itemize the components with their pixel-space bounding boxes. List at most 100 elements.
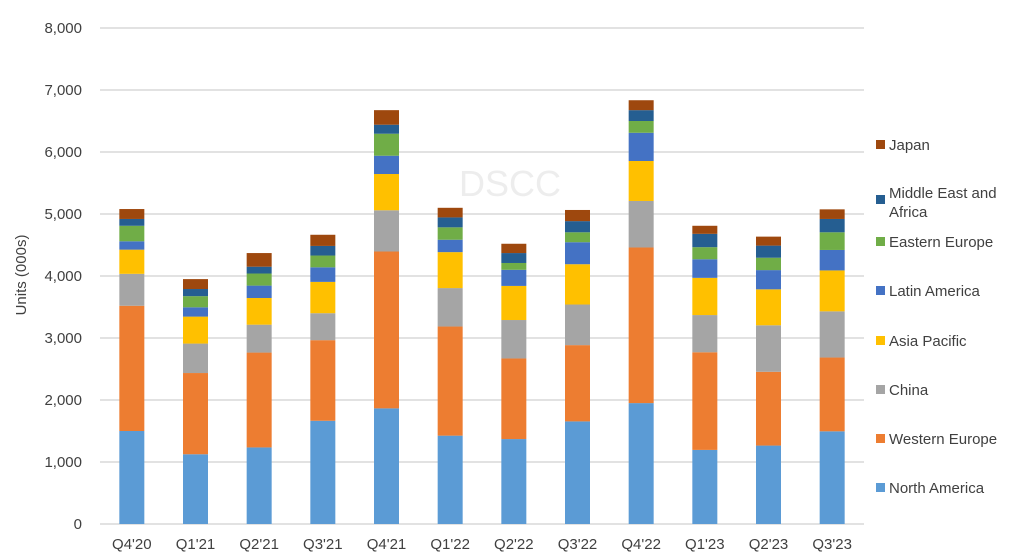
bar-segment-western-europe — [374, 251, 399, 409]
legend-swatch — [876, 483, 885, 492]
bar-segment-latin-america — [501, 269, 527, 286]
y-tick-label: 0 — [74, 516, 82, 533]
legend-swatch — [876, 237, 885, 246]
bar-segment-middle-east-and-africa — [119, 218, 145, 226]
bar-segment-north-america — [246, 447, 272, 524]
bar-segment-north-america — [628, 403, 654, 524]
x-tick-label: Q3'22 — [558, 536, 598, 553]
bar-segment-asia-pacific — [183, 316, 208, 344]
bar-segment-asia-pacific — [819, 270, 845, 312]
bar-segment-asia-pacific — [501, 285, 527, 321]
bar-segment-eastern-europe — [628, 121, 654, 133]
bar-segment-eastern-europe — [183, 296, 208, 308]
x-tick-label: Q2'21 — [239, 536, 279, 553]
bar-segment-western-europe — [310, 340, 336, 421]
legend-label: China — [889, 382, 929, 399]
bar-segment-western-europe — [819, 357, 845, 432]
bar-segment-western-europe — [756, 371, 781, 446]
bar-segment-latin-america — [628, 132, 654, 161]
legend-label: Asia Pacific — [889, 333, 967, 350]
bar-segment-latin-america — [183, 307, 208, 317]
bar-segment-china — [692, 315, 718, 353]
bar-segment-japan — [819, 209, 845, 219]
legend-item: Latin America — [876, 283, 981, 300]
bar-segment-eastern-europe — [310, 255, 336, 268]
bar-segment-eastern-europe — [565, 232, 590, 243]
x-tick-label: Q1'22 — [430, 536, 470, 553]
bar-segment-asia-pacific — [628, 160, 654, 201]
legend-swatch — [876, 434, 885, 443]
bar-segment-latin-america — [565, 242, 590, 265]
bar-segment-eastern-europe — [501, 262, 527, 270]
bar-stack — [819, 209, 845, 524]
bar-segment-japan — [501, 243, 527, 254]
bar-segment-eastern-europe — [692, 247, 718, 260]
legend-item: North America — [876, 480, 985, 497]
bar-stack — [756, 236, 781, 524]
bar-segment-asia-pacific — [246, 298, 272, 325]
legend-swatch — [876, 336, 885, 345]
y-tick-label: 3,000 — [44, 330, 82, 347]
legend-label: Western Europe — [889, 431, 997, 448]
bar-segment-china — [183, 343, 208, 374]
bar-stack — [692, 225, 718, 524]
bar-segment-north-america — [819, 431, 845, 524]
bar-segment-japan — [692, 225, 718, 234]
bar-segment-latin-america — [119, 241, 145, 250]
x-tick-label: Q4'20 — [112, 536, 152, 553]
legend-item: Eastern Europe — [876, 234, 993, 251]
bar-segment-china — [119, 273, 145, 306]
legend-item: Asia Pacific — [876, 333, 967, 350]
bar-segment-western-europe — [119, 305, 145, 431]
bar-segment-eastern-europe — [756, 257, 781, 271]
bar-segment-north-america — [437, 435, 463, 524]
bar-stack — [310, 234, 336, 524]
bar-segment-china — [437, 288, 463, 327]
x-axis-ticks: Q4'20 Q1'21 Q2'21 Q3'21 Q4'21 Q1'22 Q2'22 Q3'22… — [112, 536, 852, 553]
watermark: DSCC — [459, 163, 561, 204]
bar-segment-eastern-europe — [437, 227, 463, 240]
bar-segment-japan — [246, 253, 272, 267]
bar-segment-eastern-europe — [119, 225, 145, 242]
bar-segment-asia-pacific — [756, 289, 781, 326]
y-axis-ticks: 0 1,000 2,000 3,000 4,000 5,000 6,000 7,000 8,00… — [44, 20, 82, 533]
bar-segment-middle-east-and-africa — [628, 110, 654, 121]
bar-stack — [437, 207, 463, 524]
y-tick-label: 5,000 — [44, 206, 82, 223]
bar-segment-asia-pacific — [374, 174, 399, 211]
bar-segment-japan — [628, 100, 654, 111]
bar-stack — [501, 243, 527, 524]
legend-label: Middle East and Africa — [889, 185, 997, 221]
bar-segment-north-america — [756, 445, 781, 524]
bar-stack — [246, 253, 272, 524]
x-tick-label: Q2'22 — [494, 536, 534, 553]
bar-segment-china — [310, 313, 336, 341]
legend-swatch — [876, 195, 885, 204]
bars — [119, 100, 845, 524]
y-tick-label: 1,000 — [44, 454, 82, 471]
x-tick-label: Q3'23 — [812, 536, 852, 553]
bar-segment-north-america — [565, 421, 590, 524]
bar-segment-western-europe — [183, 373, 208, 455]
bar-segment-japan — [310, 234, 336, 246]
bar-segment-japan — [183, 279, 208, 290]
bar-stack — [374, 110, 399, 524]
x-tick-label: Q3'21 — [303, 536, 343, 553]
bar-segment-north-america — [374, 408, 399, 524]
bar-segment-middle-east-and-africa — [819, 218, 845, 233]
x-tick-label: Q1'21 — [176, 536, 216, 553]
bar-segment-latin-america — [692, 259, 718, 278]
bar-segment-middle-east-and-africa — [501, 253, 527, 263]
y-tick-label: 6,000 — [44, 144, 82, 161]
bar-segment-western-europe — [692, 352, 718, 450]
bar-segment-middle-east-and-africa — [183, 289, 208, 297]
bar-segment-eastern-europe — [819, 232, 845, 250]
y-tick-label: 8,000 — [44, 20, 82, 37]
bar-segment-middle-east-and-africa — [310, 245, 336, 256]
x-tick-label: Q4'21 — [367, 536, 407, 553]
bar-segment-japan — [437, 207, 463, 218]
bar-segment-middle-east-and-africa — [756, 245, 781, 258]
bar-segment-western-europe — [437, 326, 463, 436]
bar-segment-japan — [374, 110, 399, 125]
